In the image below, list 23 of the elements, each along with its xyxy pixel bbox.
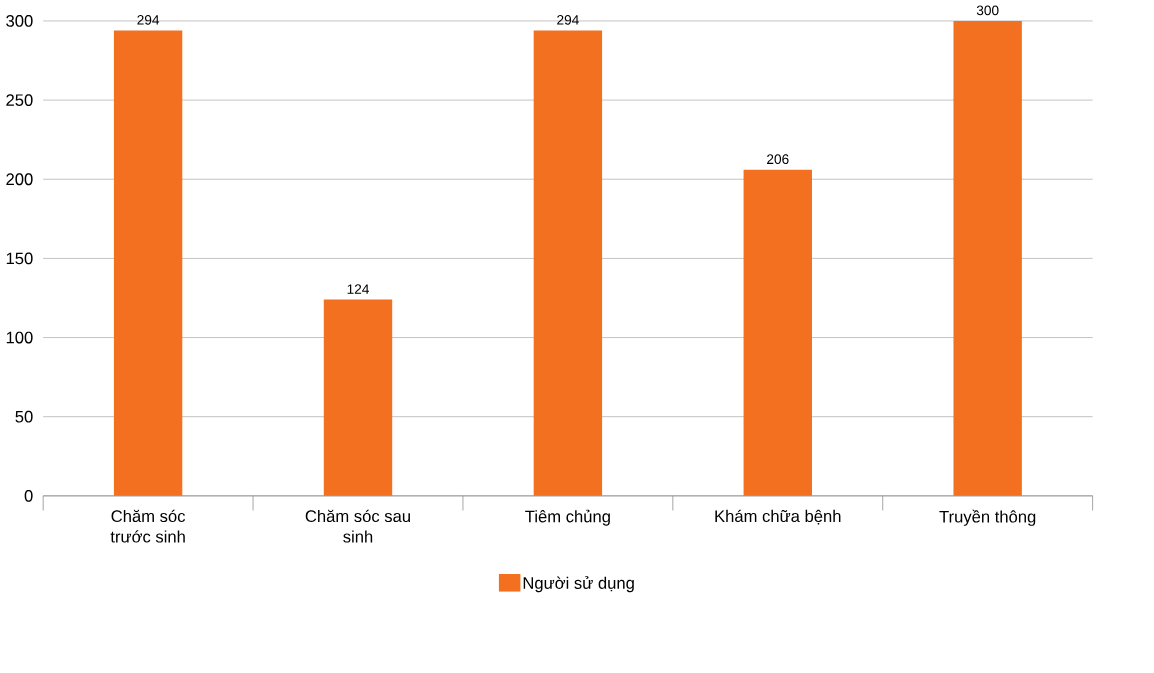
y-tick-label: 50 [15, 410, 33, 423]
x-tick-label: Chăm sóc trước sinh [110, 509, 186, 543]
x-tick-label: Chăm sóc sau sinh [305, 509, 410, 543]
data-label: 124 [347, 284, 369, 294]
bar [113, 30, 183, 496]
y-tick-label: 250 [6, 94, 33, 106]
bar [743, 169, 812, 496]
y-tick-label: 200 [6, 173, 33, 186]
legend-label: Người sử dụng [523, 576, 634, 593]
y-tick-label: 0 [24, 489, 33, 502]
y-tick-label: 150 [6, 252, 33, 265]
x-tick-label: Khám chữa bệnh [715, 509, 841, 525]
data-label: 300 [976, 5, 999, 16]
x-tick-label: Truyền thông [939, 509, 1036, 526]
x-tick-label: Tiêm chủng [525, 509, 610, 526]
data-label: 294 [137, 14, 160, 25]
bar [533, 30, 603, 496]
y-tick-label: 100 [6, 331, 33, 344]
bar [953, 20, 1022, 496]
data-label: 294 [557, 14, 579, 25]
y-tick-label: 300 [6, 15, 33, 27]
data-label: 206 [767, 154, 789, 164]
bar [323, 299, 393, 496]
